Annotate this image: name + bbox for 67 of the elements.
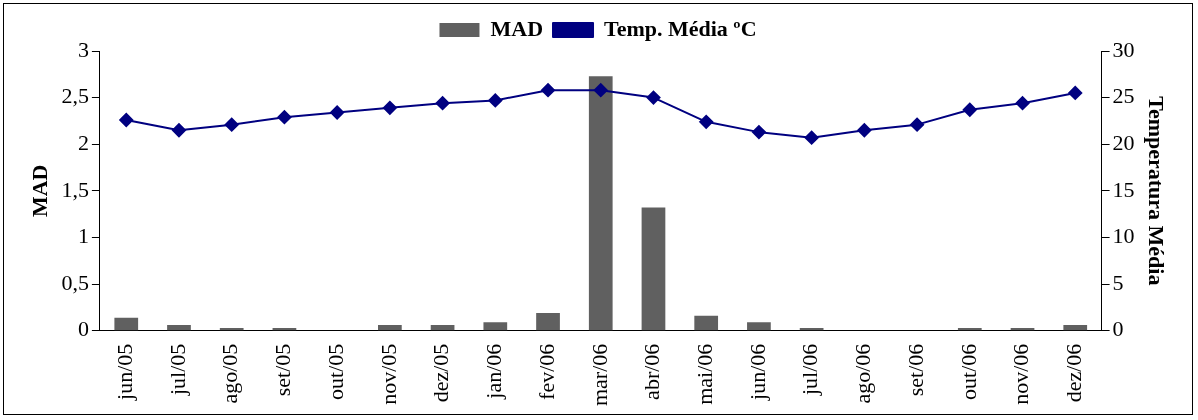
y-axis-title: MAD — [26, 164, 52, 218]
y-tick-label: 3 — [77, 36, 89, 62]
point — [171, 123, 186, 138]
x-tick-label: dez/05 — [428, 343, 454, 403]
y2-tick-label: 10 — [1112, 223, 1135, 249]
x-tick-label: abr/06 — [639, 343, 665, 400]
x-tick-label: dez/06 — [1061, 343, 1087, 403]
x-tick-label: jul/06 — [797, 343, 823, 397]
bar — [588, 76, 613, 331]
point — [962, 102, 977, 117]
x-tick-label: set/05 — [270, 343, 296, 397]
x-tick-label: jan/06 — [481, 343, 507, 400]
point — [435, 96, 450, 111]
x-tick-label: out/06 — [955, 343, 981, 400]
point — [751, 125, 766, 140]
legend-label: Temp. Média ºC — [604, 15, 757, 41]
y2-tick-label: 5 — [1112, 269, 1124, 295]
y-tick-label: 2 — [77, 130, 89, 156]
x-tick-label: nov/05 — [375, 343, 401, 405]
x-tick-label: mar/06 — [586, 343, 612, 407]
bar — [694, 315, 719, 331]
point — [382, 100, 397, 115]
bar — [378, 325, 402, 331]
bar — [747, 322, 771, 331]
bar — [483, 322, 508, 331]
y2-tick-label: 15 — [1112, 176, 1135, 202]
y-tick-label: 1,5 — [61, 176, 89, 202]
point — [330, 105, 345, 120]
y2-tick-label: 0 — [1112, 316, 1124, 342]
x-tick-label: mai/06 — [691, 343, 717, 405]
point — [1015, 96, 1030, 111]
point — [488, 93, 503, 108]
point — [646, 90, 661, 105]
y-tick-label: 1 — [77, 223, 89, 249]
x-tick-label: ago/06 — [850, 343, 876, 404]
bar — [641, 207, 666, 331]
y-tick-label: 2,5 — [61, 83, 89, 109]
bar — [1063, 325, 1088, 331]
y2-tick-label: 25 — [1112, 83, 1135, 109]
point — [277, 110, 292, 125]
point — [1068, 85, 1083, 100]
x-tick-label: jul/05 — [164, 343, 190, 397]
x-tick-label: fev/06 — [533, 343, 559, 400]
point — [119, 112, 134, 127]
y-tick-label: 0,5 — [61, 269, 89, 295]
point — [910, 117, 925, 132]
point — [699, 114, 714, 129]
bar — [167, 325, 191, 331]
bar — [114, 317, 139, 331]
x-tick-label: out/05 — [322, 343, 348, 400]
point — [224, 117, 239, 132]
point — [593, 83, 608, 98]
legend-label: MAD — [490, 15, 544, 41]
point — [804, 130, 819, 145]
bar — [430, 325, 455, 331]
x-tick-label: jun/05 — [112, 343, 138, 401]
point — [857, 123, 872, 138]
y-tick-label: 0 — [77, 316, 89, 342]
x-tick-label: jun/06 — [744, 343, 770, 401]
x-tick-label: ago/05 — [217, 343, 243, 404]
x-tick-label: nov/06 — [1008, 343, 1034, 405]
bar — [536, 312, 560, 331]
y2-tick-label: 30 — [1112, 36, 1135, 62]
x-tick-label: set/06 — [902, 343, 928, 397]
y2-tick-label: 20 — [1112, 130, 1135, 156]
point — [541, 83, 556, 98]
y2-axis-title: Temperatura Média — [1144, 96, 1170, 286]
